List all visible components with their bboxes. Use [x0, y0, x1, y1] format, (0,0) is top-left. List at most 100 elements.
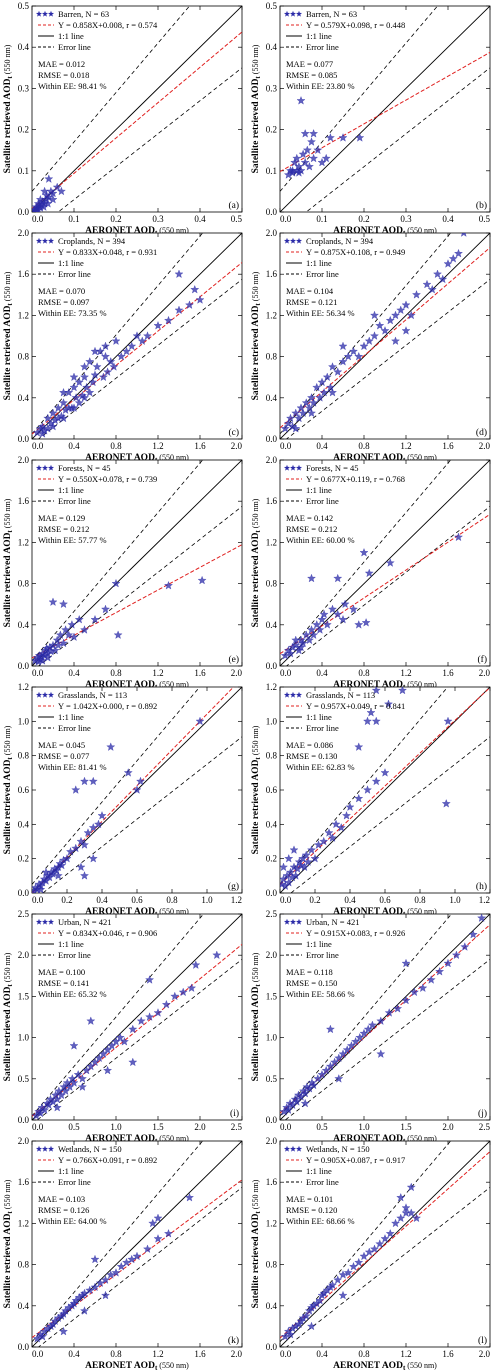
y-tick-label: 1.2	[18, 310, 29, 320]
data-point	[185, 300, 194, 309]
error-line-upper	[32, 233, 204, 435]
y-tick-label: 0.5	[18, 1, 30, 11]
legend-category-sep: , N =	[89, 1144, 108, 1154]
legend-category: Barren, N = 63	[58, 9, 109, 19]
stat-within-ee: Within EE: 58.66 %	[286, 989, 355, 999]
panel-d: 0.0 0.4 0.8 1.2 1.6 2.00.00.40.81.21.62.0AERO…	[251, 228, 491, 464]
error-line-lower	[285, 506, 490, 666]
y-axis-title: Satellite retrieved AODt (550 nm)	[251, 498, 262, 627]
data-point	[326, 382, 335, 392]
legend-star-symbol	[295, 691, 303, 698]
legend-category: Urban, N = 421	[306, 917, 359, 927]
data-point	[88, 776, 98, 786]
data-point	[101, 351, 110, 361]
x-axis-title: AERONET AODt (550 nm)	[85, 1361, 189, 1370]
y-tick-label: 1.2	[18, 682, 29, 692]
x-tick-label: 0.8	[358, 1349, 370, 1359]
one-to-one-line	[280, 6, 490, 212]
data-point	[301, 630, 311, 639]
y-tick-label: 0.4	[18, 1301, 30, 1311]
y-axis-title-unit: (550 nm)	[3, 1179, 12, 1211]
legend-category: Urban, N = 421	[58, 917, 111, 927]
data-point	[448, 254, 458, 263]
data-point	[101, 604, 110, 614]
data-point	[74, 615, 84, 624]
panel-b: 0.0 0.1 0.2 0.3 0.4 0.5 0.0 0.1 0.2 0.3 0.4 0.5 AERO…	[251, 1, 491, 237]
data-point	[136, 776, 145, 786]
panel-a: 0.0 0.1 0.2 0.3 0.4 0.5 0.0 0.1 0.2 0.3 0.4 0.5 AERO…	[3, 1, 243, 237]
data-point	[305, 403, 314, 412]
x-tick-label: 0.0	[32, 895, 44, 905]
data-point	[384, 1008, 394, 1017]
x-axis-title-main: AERONET AOD	[85, 1361, 155, 1370]
data-point	[38, 1332, 47, 1341]
y-axis-title-main: Satellite retrieved AOD	[3, 532, 13, 627]
data-point	[401, 995, 411, 1005]
y-axis-title-unit: (550 nm)	[251, 271, 260, 303]
panel-letter: (c)	[228, 427, 239, 438]
regression-fit-line	[32, 944, 242, 1117]
regression-fit-line	[280, 513, 490, 655]
data-point	[111, 578, 121, 588]
data-point	[301, 398, 311, 407]
data-point	[36, 884, 46, 893]
x-tick-label: 0.0	[32, 1122, 44, 1132]
reference-lines	[280, 460, 490, 666]
x-tick-label: 0.5	[68, 1122, 80, 1132]
y-axis-title-sub: t	[6, 1211, 14, 1214]
stat-mae: MAE = 0.077	[286, 59, 333, 69]
legend-star-symbol	[41, 464, 49, 471]
data-point	[280, 424, 290, 433]
data-point	[292, 1097, 302, 1106]
stat-mae-value: 0.012	[66, 59, 85, 69]
x-axis-title-unit: (550 nm)	[405, 1361, 437, 1370]
legend-star-symbol	[295, 464, 303, 471]
data-point	[78, 1074, 87, 1083]
x-tick-label: 2.0	[194, 1122, 206, 1132]
stat-mae-value: 0.101	[314, 1194, 333, 1204]
stat-rmse: RMSE = 0.097	[38, 297, 89, 307]
data-point	[59, 1326, 68, 1336]
stat-rmse: RMSE = 0.126	[38, 1205, 89, 1215]
data-point	[32, 206, 41, 212]
y-tick-label: 0.8	[266, 352, 278, 362]
y-axis-title: Satellite retrieved AODt (550 nm)	[3, 271, 14, 400]
legend-category-n: 421	[347, 917, 360, 927]
legend-category-n: 63	[349, 9, 358, 19]
data-point	[289, 845, 299, 854]
data-point	[380, 768, 390, 777]
legend-star-symbol	[35, 918, 43, 925]
y-tick-label: 0.4	[18, 42, 30, 52]
error-line-upper	[32, 1141, 204, 1343]
error-line-upper	[280, 460, 452, 662]
data-point	[370, 331, 379, 340]
stat-mae-value: 0.077	[314, 59, 333, 69]
stat-rmse-key: RMSE =	[286, 70, 318, 80]
data-point	[148, 1218, 158, 1228]
data-point	[53, 640, 63, 650]
x-tick-label: 0.4	[194, 214, 206, 224]
data-point	[294, 413, 304, 423]
data-point	[326, 1024, 335, 1034]
data-point	[313, 145, 323, 154]
legend-category-n: 150	[357, 1144, 370, 1154]
data-point	[59, 398, 68, 407]
data-point	[88, 377, 98, 387]
legend-star-symbol	[295, 10, 303, 17]
x-axis-title-main: AERONET AOD	[333, 453, 403, 463]
data-point	[284, 878, 294, 887]
y-tick-label: 0.0	[266, 661, 278, 671]
data-point	[43, 413, 53, 423]
legend-category-name: Wetlands	[58, 1144, 89, 1154]
reference-lines	[280, 6, 490, 212]
data-point	[57, 1090, 66, 1100]
data-point	[319, 609, 329, 619]
data-point	[57, 860, 67, 870]
x-tick-label: 1.6	[194, 668, 206, 678]
stat-mae: MAE = 0.129	[38, 513, 85, 523]
y-axis-title-main: Satellite retrieved AOD	[3, 1213, 13, 1308]
data-point	[294, 168, 304, 177]
y-tick-label: 0.0	[18, 434, 30, 444]
legend-star-symbol	[283, 1145, 291, 1152]
